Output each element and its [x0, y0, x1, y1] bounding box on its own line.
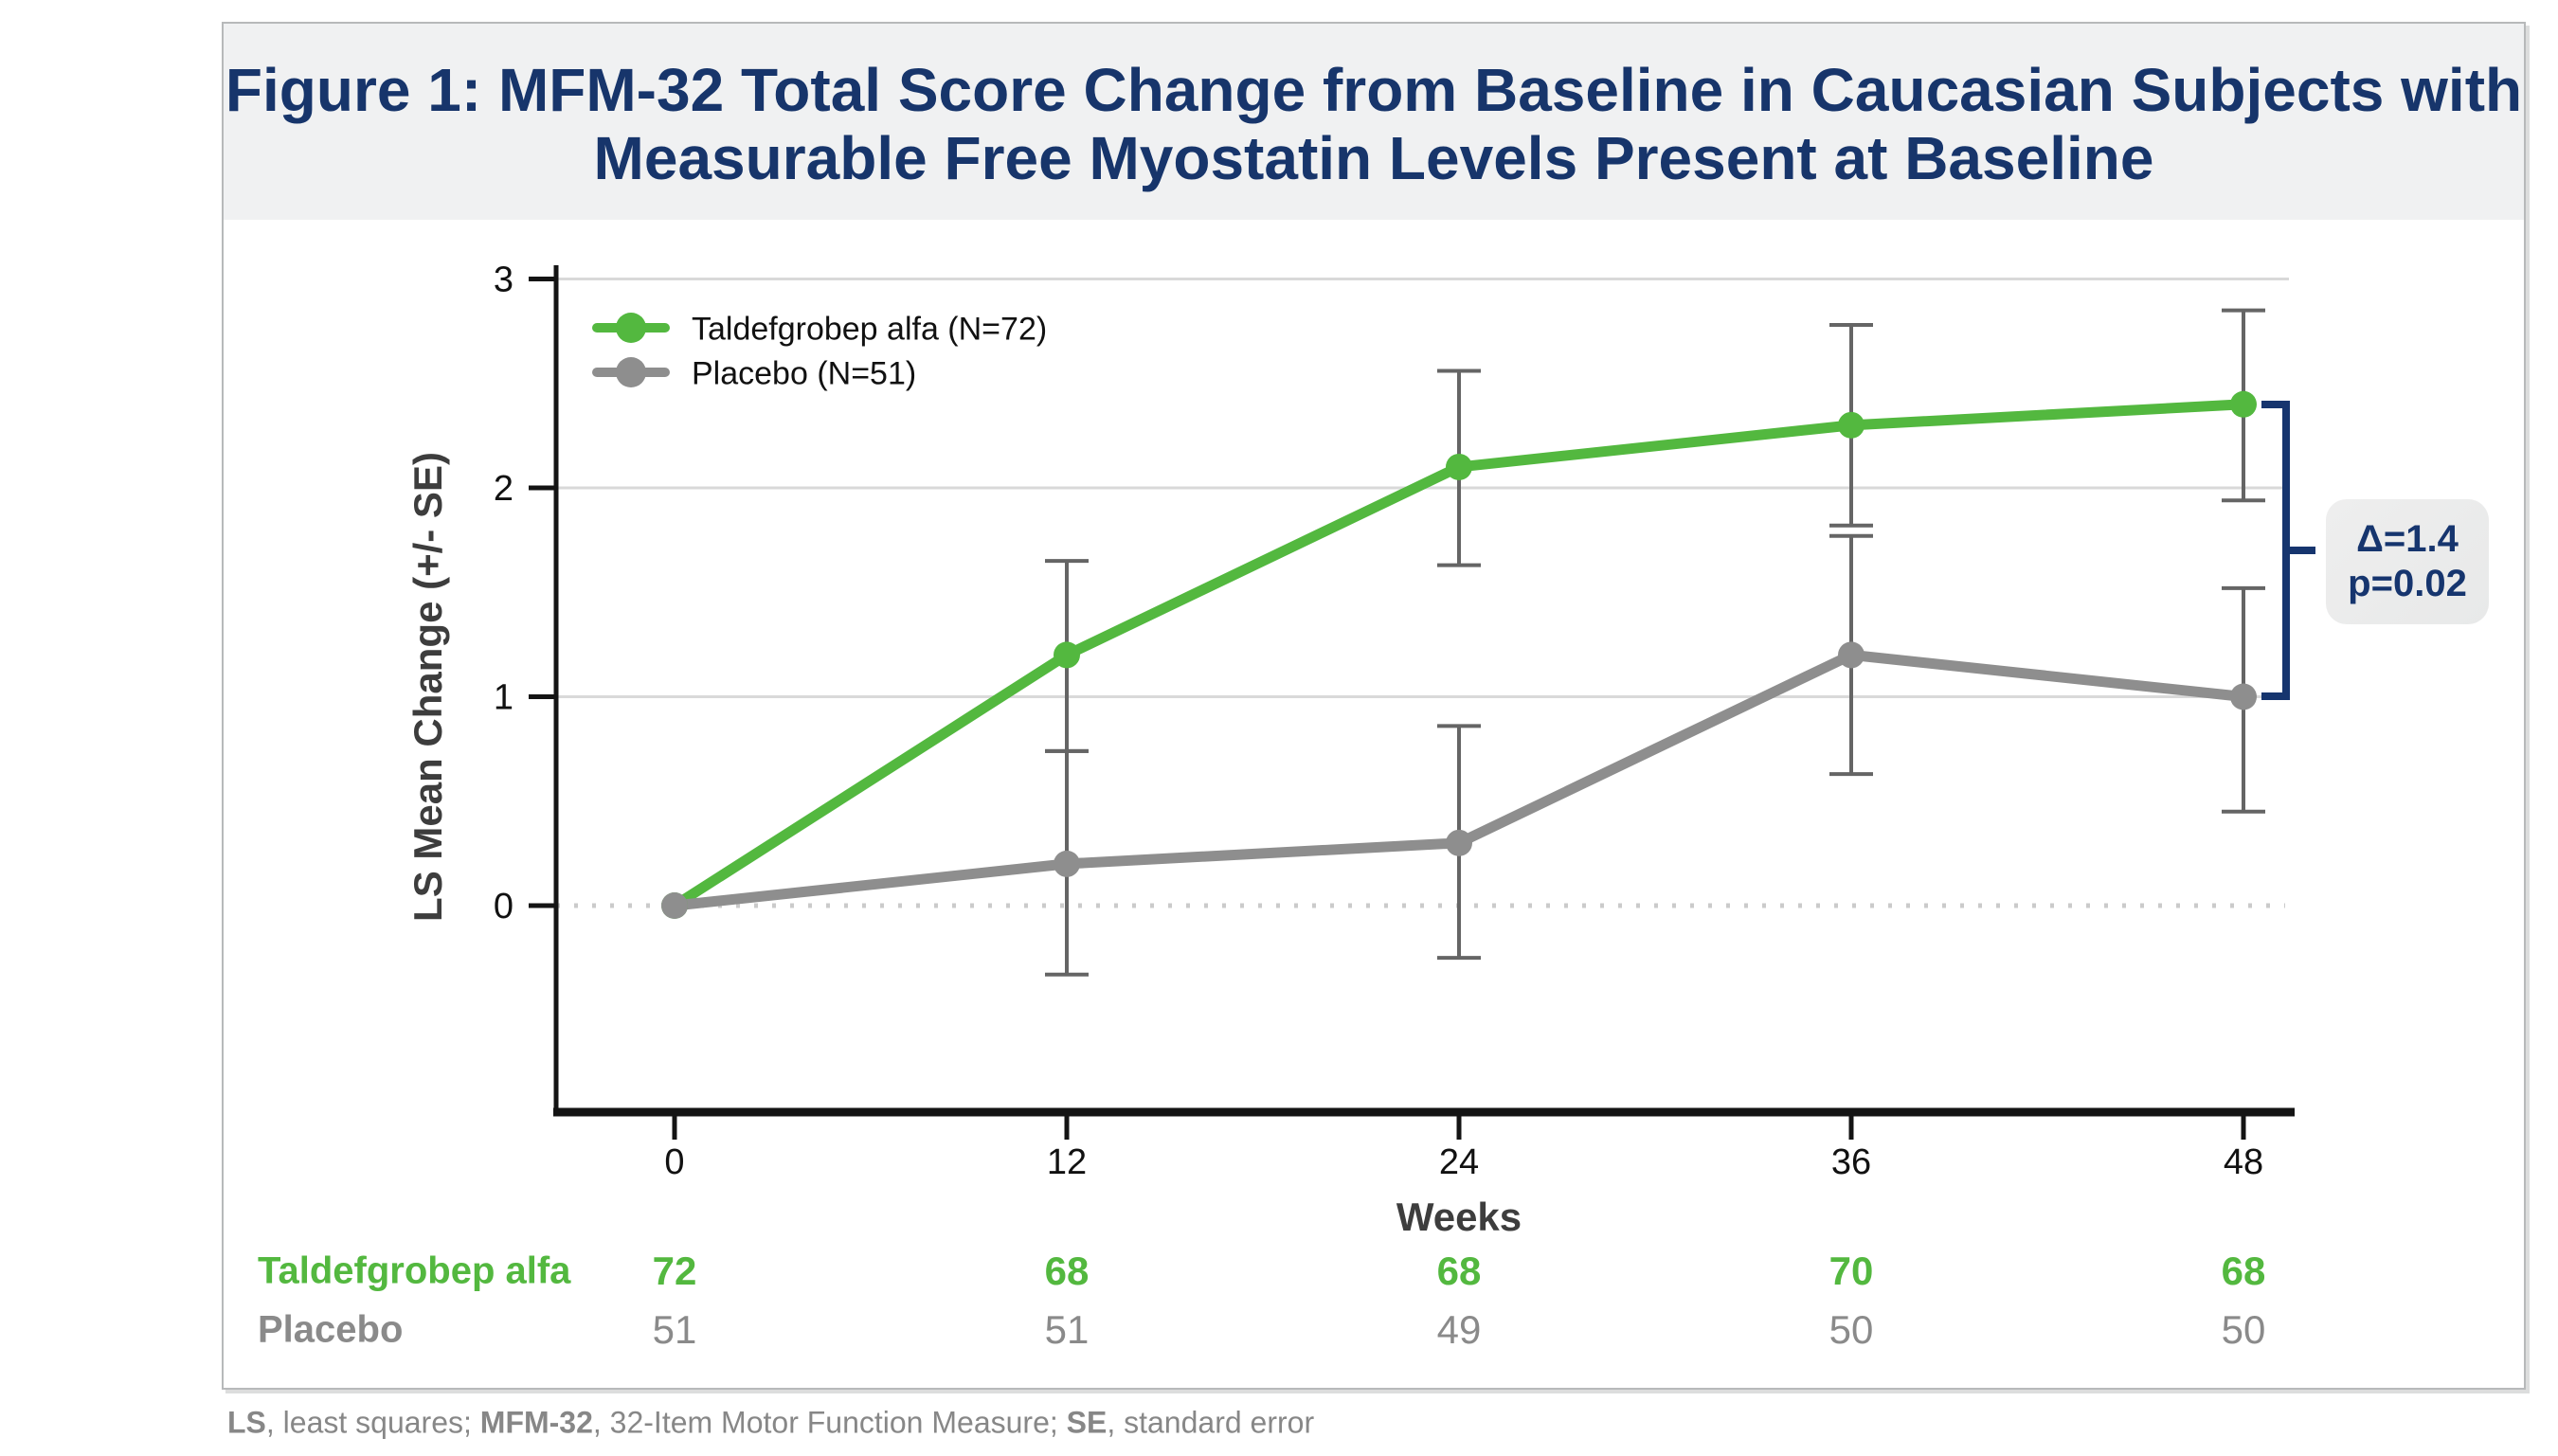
y-axis-label: LS Mean Change (+/- SE) [405, 452, 450, 922]
count-cell: 68 [2221, 1249, 2266, 1293]
counts-row-label-taldefgrobep: Taldefgrobep alfa [258, 1249, 571, 1292]
svg-text:0: 0 [664, 1142, 684, 1182]
count-cell: 68 [1044, 1249, 1090, 1293]
footnote: LS, least squares; MFM-32, 32-Item Motor… [227, 1406, 1314, 1441]
count-cell: 50 [1828, 1307, 1874, 1352]
svg-text:24: 24 [1439, 1142, 1479, 1182]
footnote-abbrev-se: SE [1066, 1405, 1108, 1440]
legend-label-placebo: Placebo (N=51) [692, 355, 917, 392]
data-layer [661, 308, 2265, 977]
svg-text:1: 1 [494, 678, 513, 718]
legend-dot-taldefgrobep [616, 313, 646, 343]
footnote-text-3: , standard error [1107, 1405, 1315, 1440]
x-axis-label: Weeks [1396, 1195, 1522, 1239]
svg-text:12: 12 [1047, 1142, 1087, 1182]
delta-value: Δ=1.4 [2356, 518, 2459, 560]
svg-text:36: 36 [1831, 1142, 1871, 1182]
figure-title-line-1: Figure 1: MFM-32 Total Score Change from… [225, 56, 2523, 124]
footnote-abbrev-ls: LS [227, 1405, 266, 1440]
svg-text:2: 2 [494, 469, 513, 509]
count-cell: 51 [1044, 1307, 1090, 1352]
footnote-abbrev-mfm32: MFM-32 [479, 1405, 593, 1440]
count-cell: 68 [1436, 1249, 1482, 1293]
count-cell: 50 [2221, 1307, 2266, 1352]
svg-text:48: 48 [2224, 1142, 2263, 1182]
legend-label-taldefgrobep: Taldefgrobep alfa (N=72) [692, 311, 1048, 348]
counts-row-label-placebo: Placebo [258, 1308, 404, 1351]
count-cell: 72 [652, 1249, 697, 1293]
figure-title-line-2: Measurable Free Myostatin Levels Present… [593, 124, 2154, 192]
figure-title: Figure 1: MFM-32 Total Score Change from… [224, 24, 2524, 220]
delta-annotation: Δ=1.4 p=0.02 [2326, 499, 2489, 624]
legend-dot-placebo [616, 357, 646, 387]
figure-panel: Figure 1: MFM-32 Total Score Change from… [222, 22, 2526, 1390]
comparison-bracket [2261, 401, 2290, 700]
grid-layer [556, 278, 2289, 908]
footnote-text-1: , least squares; [265, 1405, 480, 1440]
count-cell: 49 [1436, 1307, 1482, 1352]
p-value: p=0.02 [2348, 563, 2467, 604]
count-cell: 51 [652, 1307, 697, 1352]
count-cell: 70 [1828, 1249, 1874, 1293]
footnote-text-2: , 32-Item Motor Function Measure; [592, 1405, 1067, 1440]
svg-text:0: 0 [494, 887, 513, 926]
svg-text:3: 3 [494, 261, 513, 300]
